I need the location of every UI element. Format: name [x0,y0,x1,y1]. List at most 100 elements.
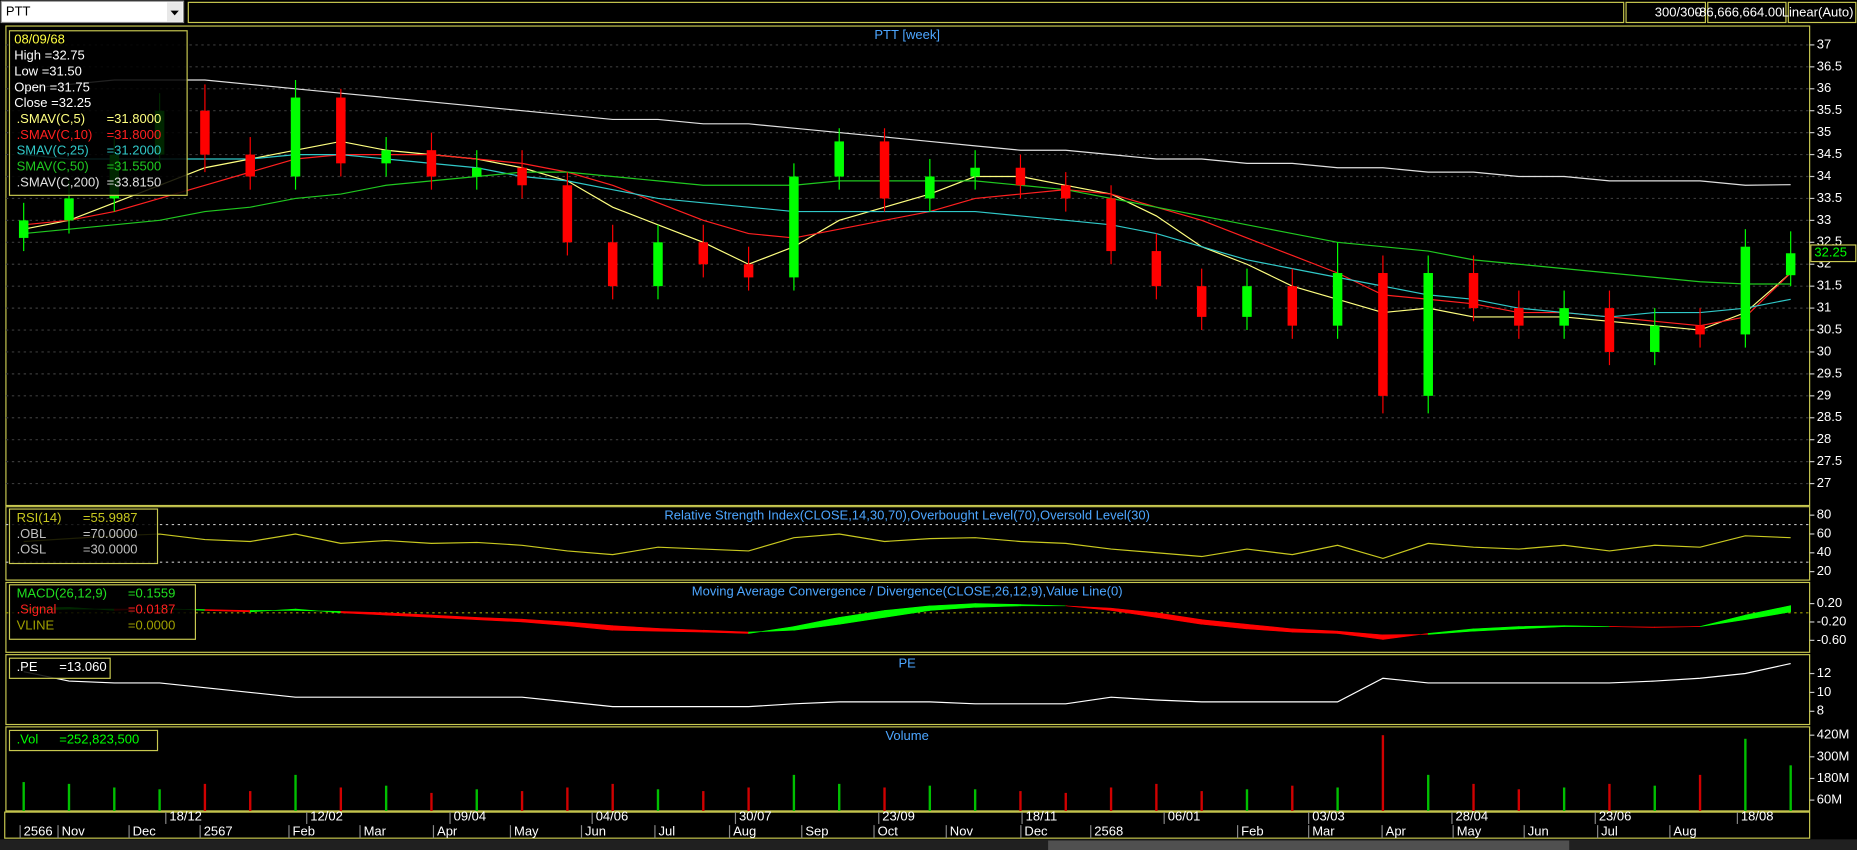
info-row: Open =31.75 [14,79,90,94]
candle-body [1695,325,1705,335]
y-tick-label: 12 [1817,665,1831,680]
month-label: Aug [733,824,756,839]
month-label: May [514,824,539,839]
volume-bar [1109,787,1113,811]
macd-band [1563,625,1610,627]
date-label: 09/04 [454,808,487,823]
candle-body [1559,308,1569,326]
candle-body [1015,167,1026,186]
legend-value: =70.0000 [83,526,138,541]
candle-body [1468,273,1479,309]
volume-bar [1291,785,1294,811]
volume-bar [294,774,297,811]
value-text: -86,666,664.00 [1695,4,1783,19]
y-tick-label: 37 [1817,36,1831,51]
volume-bar [1698,774,1702,811]
date-label: 18/08 [1741,808,1774,823]
volume-bar [430,792,433,811]
y-tick-label: 60M [1817,792,1842,807]
candle-body [1785,253,1796,276]
candle-body [517,167,527,186]
panel-title: Moving Average Convergence / Divergence(… [692,583,1123,598]
volume-bar [1472,783,1475,811]
volume-bar [656,789,660,811]
volume-bar [747,787,750,811]
y-tick-label: 35.5 [1817,102,1842,117]
date-label: 30/07 [739,808,772,823]
info-row: 08/09/68 [14,32,65,47]
y-tick-label: 28 [1817,431,1831,446]
y-tick-label: 20 [1817,563,1831,578]
volume-bar [1064,792,1067,811]
y-tick-label: -0.60 [1817,632,1847,647]
y-tick-label: 33.5 [1817,190,1842,205]
volume-bar [1245,789,1249,811]
month-label: Apr [437,824,458,839]
toolbar-field [187,1,1625,24]
y-tick-label: 31 [1817,300,1831,315]
legend-value: =30.0000 [83,542,138,557]
candle-body [200,110,210,155]
date-label: 18/11 [1026,808,1058,823]
volume-bar [1653,785,1656,811]
candle-body [925,176,935,199]
candle-body [789,176,799,278]
candle-body [1604,308,1615,352]
macd-band [1745,605,1791,621]
legend-name: VLINE [17,617,55,632]
symbol-input[interactable] [0,0,185,24]
volume-bar [158,789,161,811]
legend-value: =13.060 [59,659,106,674]
moving-average-line [23,154,1792,327]
volume-bar [1336,787,1339,811]
candle-body [1196,286,1207,317]
month-label: Feb [1241,824,1263,839]
volume-bar [838,783,841,811]
legend-name: MACD(26,12,9) [17,586,107,601]
indicator-line [23,662,1791,708]
month-label: Apr [1386,824,1407,839]
y-tick-label: 30 [1817,343,1831,358]
legend-name: .OBL [17,526,47,541]
y-tick-label: 33 [1817,212,1831,227]
candle-body [698,242,709,265]
legend-value: =0.1559 [128,586,175,601]
month-label: Mar [364,824,387,839]
candle-body [834,141,844,177]
candle-body [381,150,391,164]
month-label: Nov [950,824,974,839]
y-tick-label: 10 [1817,684,1831,699]
moving-average-line [23,171,1791,285]
candle-body [1287,286,1298,326]
candle-body [1061,185,1071,199]
y-tick-label: 29.5 [1817,365,1842,380]
scale-box[interactable] [1787,1,1857,24]
month-label: Dec [1024,824,1048,839]
month-label: May [1457,824,1482,839]
symbol-text: PTT [6,3,31,18]
month-label: Feb [293,824,315,839]
candle-body [562,185,573,243]
volume-bar [1517,789,1521,811]
month-label: Jul [1601,824,1618,839]
candle-body [607,242,618,287]
legend-name: SMAV(C,50) [17,159,89,174]
volume-bar [203,783,207,811]
moving-average-line [23,154,1791,318]
legend-box [8,657,111,679]
legend-name: .SMAV(C,200) [17,174,100,189]
y-tick-label: 8 [1817,703,1824,718]
candle-body [1378,273,1388,396]
time-axis [4,811,1811,839]
candle-body [1332,273,1343,326]
candle-body [1740,246,1751,335]
info-row: Close =32.25 [14,95,91,110]
legend-value: =31.8000 [107,111,162,126]
candle-body [1423,273,1433,396]
scroll-thumb[interactable] [1048,840,1570,850]
volume-bar [113,787,116,811]
month-label: Mar [1312,824,1335,839]
legend-name: .OSL [17,542,47,557]
candle-body [970,167,980,177]
month-label: Dec [133,824,157,839]
